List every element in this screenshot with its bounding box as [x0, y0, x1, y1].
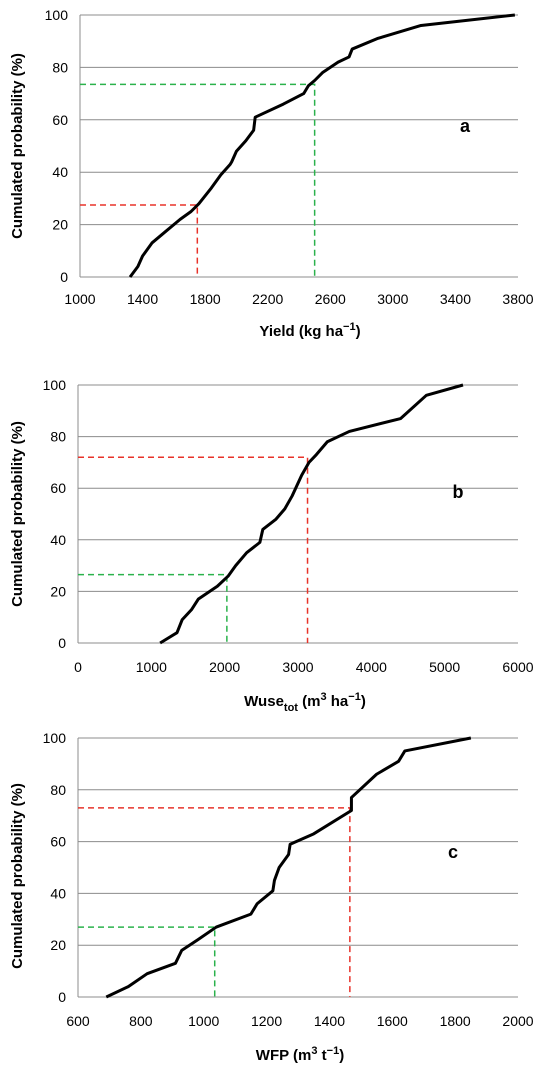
chart-c: 600 800 1000 1200 1400 1600 1800 2000 0 20 40 60 80…	[9, 730, 534, 1064]
chart-b-ytick-label: 40	[50, 532, 66, 548]
chart-b-xticks: 0 1000 2000 3000 4000 5000 6000	[74, 659, 534, 675]
chart-b-curve	[159, 383, 464, 645]
chart-b-guides	[78, 456, 309, 643]
chart-c-xtick-label: 600	[66, 1013, 90, 1029]
chart-b-guide-1	[78, 456, 309, 643]
chart-b-ytick-label: 0	[58, 635, 66, 651]
chart-a-xtick-label: 1000	[64, 291, 95, 307]
chart-a-xtick-label: 1800	[190, 291, 221, 307]
chart-a-guides	[80, 83, 316, 277]
chart-c-ytick-label: 60	[50, 834, 66, 850]
chart-a-ytick-label: 100	[45, 7, 69, 23]
chart-a-xlabel: Yield (kg ha−1)	[259, 321, 360, 340]
chart-c-ytick-label: 20	[50, 937, 66, 953]
chart-a-panel-label: a	[460, 116, 471, 136]
chart-a-guide-1	[80, 83, 316, 277]
chart-b-panel-label: b	[453, 482, 464, 502]
chart-b-ytick-label: 60	[50, 480, 66, 496]
chart-a-ytick-label: 40	[52, 164, 68, 180]
chart-c-yticks: 0 20 40 60 80 100	[43, 730, 67, 1005]
chart-b-xtick-label: 1000	[136, 659, 167, 675]
chart-a-xtick-label: 1400	[127, 291, 158, 307]
chart-c-curve	[105, 736, 472, 999]
chart-a-ylabel: Cumulated probability (%)	[9, 53, 26, 239]
chart-b-xtick-label: 3000	[282, 659, 313, 675]
chart-b-xtick-label: 5000	[429, 659, 460, 675]
chart-a-xtick-label: 2200	[252, 291, 283, 307]
chart-c-xlabel: WFP (m3 t−1)	[256, 1045, 344, 1064]
chart-a: 1000 1400 1800 2200 2600 3000 3400 3800 0 20 40 60…	[9, 7, 534, 340]
chart-c-ytick-label: 0	[58, 989, 66, 1005]
chart-b-xtick-label: 6000	[502, 659, 533, 675]
chart-c-xtick-label: 1600	[377, 1013, 408, 1029]
chart-b-xtick-label: 2000	[209, 659, 240, 675]
chart-b-ytick-label: 20	[50, 583, 66, 599]
chart-c-xtick-label: 1800	[440, 1013, 471, 1029]
chart-c-xtick-label: 1200	[251, 1013, 282, 1029]
chart-a-xtick-label: 2600	[315, 291, 346, 307]
chart-a-grid	[79, 14, 518, 278]
chart-c-ytick-label: 100	[43, 730, 67, 746]
chart-c-grid	[77, 737, 518, 998]
chart-a-ytick-label: 20	[52, 217, 68, 233]
chart-a-xtick-label: 3800	[502, 291, 533, 307]
chart-c-ytick-label: 40	[50, 885, 66, 901]
chart-b-ytick-label: 80	[50, 429, 66, 445]
chart-b-ytick-label: 100	[43, 377, 67, 393]
chart-a-curve	[128, 13, 516, 278]
chart-c-ytick-label: 80	[50, 782, 66, 798]
chart-a-yticks: 0 20 40 60 80 100	[45, 7, 69, 285]
chart-c-ylabel: Cumulated probability (%)	[9, 783, 26, 969]
chart-b-guide-0	[78, 573, 228, 643]
chart-c-xticks: 600 800 1000 1200 1400 1600 1800 2000	[66, 1013, 533, 1029]
chart-a-xtick-label: 3000	[377, 291, 408, 307]
chart-a-xtick-label: 3400	[440, 291, 471, 307]
chart-c-guides	[78, 807, 351, 997]
chart-c-xtick-label: 1000	[188, 1013, 219, 1029]
chart-c-panel-label: c	[448, 842, 458, 862]
chart-a-guide-0	[80, 204, 199, 277]
chart-c-xtick-label: 800	[129, 1013, 153, 1029]
chart-c-xtick-label: 1400	[314, 1013, 345, 1029]
chart-b-grid	[77, 384, 518, 644]
chart-a-ytick-label: 0	[60, 269, 68, 285]
chart-a-xticks: 1000 1400 1800 2200 2600 3000 3400 3800	[64, 291, 533, 307]
chart-c-guide-0	[78, 926, 216, 997]
chart-a-ytick-label: 60	[52, 112, 68, 128]
chart-b-xlabel: Wusetot (m3 ha−1)	[244, 691, 366, 714]
chart-c-xtick-label: 2000	[502, 1013, 533, 1029]
chart-b-ylabel: Cumulated probability (%)	[9, 421, 26, 607]
chart-b-yticks: 0 20 40 60 80 100	[43, 377, 67, 651]
chart-b: 0 1000 2000 3000 4000 5000 6000 0 20 40 60 80 100 C…	[9, 377, 534, 714]
chart-b-xtick-label: 0	[74, 659, 82, 675]
chart-c-guide-1	[78, 807, 351, 997]
chart-b-xtick-label: 4000	[356, 659, 387, 675]
chart-a-ytick-label: 80	[52, 59, 68, 75]
